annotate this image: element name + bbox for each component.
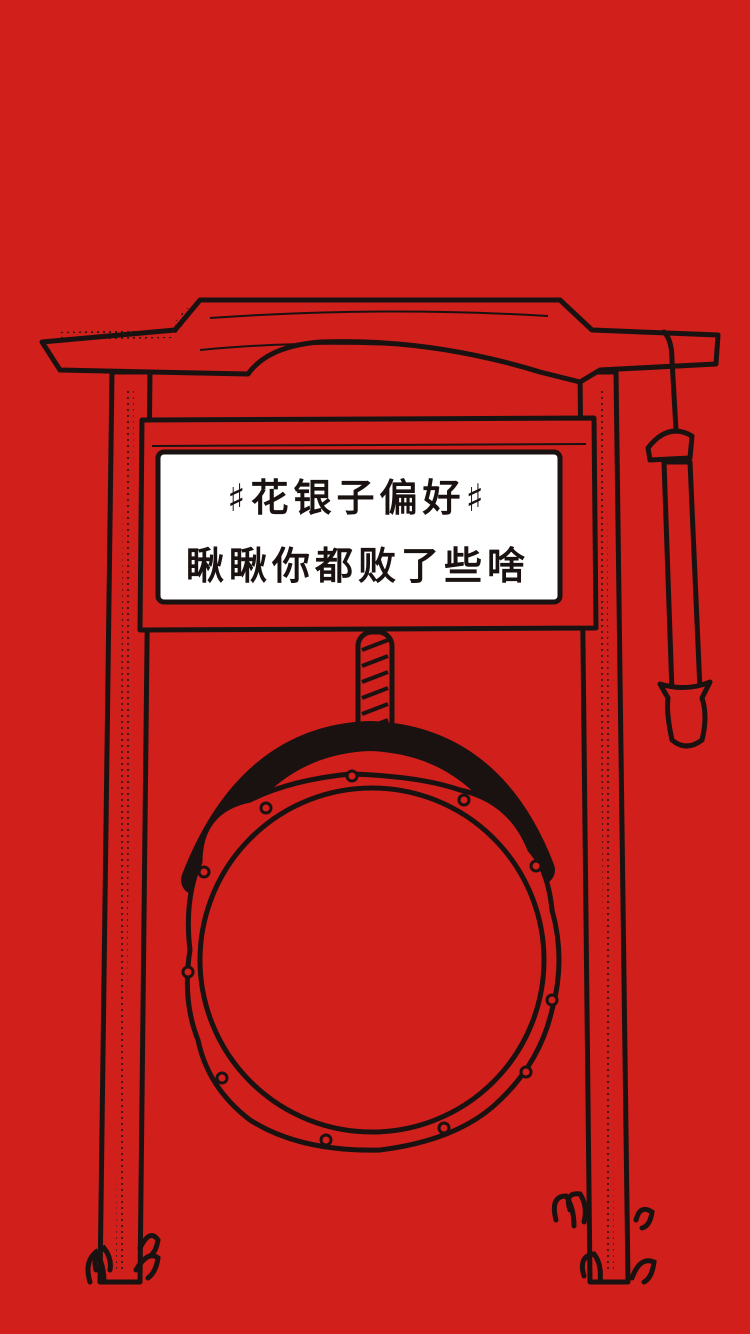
gong-icon (181, 720, 562, 1153)
grass-tuft-left (85, 1233, 161, 1285)
grass-tuft-right (551, 1191, 657, 1285)
sign-line-1: ♯花银子偏好♯ (227, 476, 489, 520)
sign-panel (155, 449, 563, 605)
sign-line-2: 瞅瞅你都败了些啥 (185, 544, 530, 588)
mallet-icon (645, 329, 713, 749)
sign-board (137, 415, 599, 633)
top-beam (39, 297, 721, 385)
